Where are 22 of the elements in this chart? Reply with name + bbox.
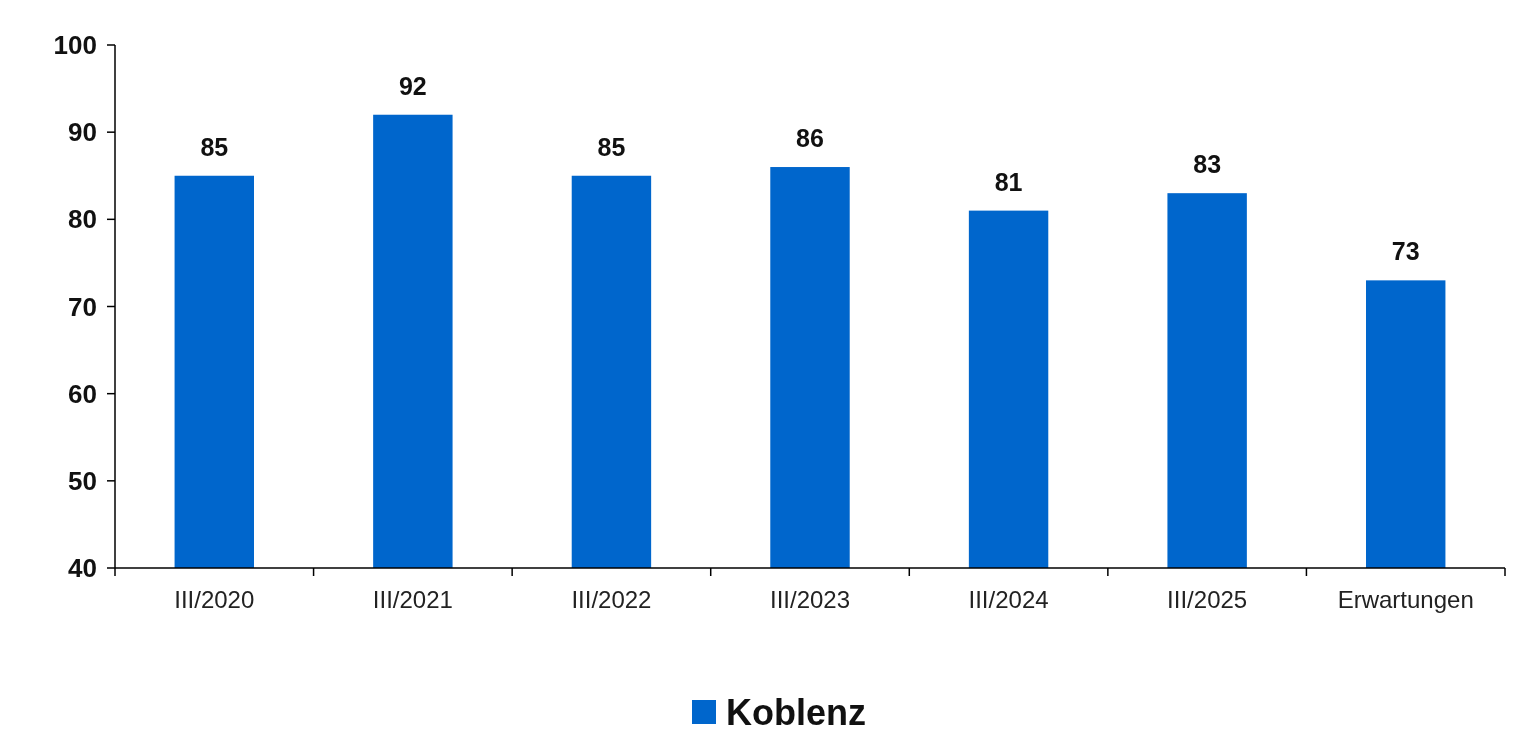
data-label: 83 [1193,150,1222,179]
y-tick-label: 80 [68,204,97,235]
data-label: 86 [796,124,824,153]
data-label: 85 [597,132,626,161]
x-tick-label: III/2021 [372,586,453,613]
y-tick-label: 70 [68,291,97,322]
x-tick-label: III/2022 [571,586,652,613]
y-tick-label: 50 [68,465,97,496]
x-tick-label: III/2020 [174,586,255,613]
x-tick-label: III/2025 [1167,586,1248,613]
y-tick-label: 60 [68,378,97,409]
data-label: 92 [398,71,427,100]
data-label: 73 [1391,237,1420,266]
data-label: 85 [200,132,229,161]
x-tick-label: III/2023 [769,586,851,613]
y-tick-label: 100 [53,30,97,61]
y-tick-label: 90 [68,117,97,148]
y-tick-label: 40 [68,553,97,584]
data-label: 81 [994,167,1023,196]
x-tick-label: Erwartungen [1337,586,1474,613]
legend-label: Koblenz [726,691,866,733]
x-tick-label: III/2024 [968,586,1049,613]
